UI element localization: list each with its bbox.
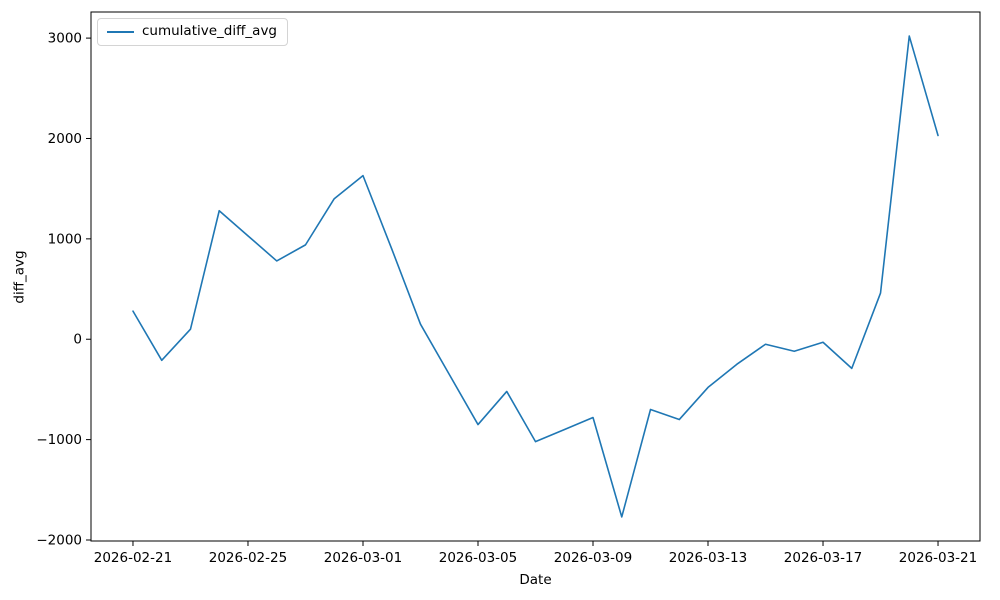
x-tick-label: 2026-03-21 bbox=[899, 550, 977, 566]
y-tick-label: 1000 bbox=[48, 231, 82, 247]
x-tick-label: 2026-03-17 bbox=[784, 550, 862, 566]
x-tick-label: 2026-03-13 bbox=[669, 550, 747, 566]
y-tick-label: 3000 bbox=[48, 31, 82, 47]
legend-label: cumulative_diff_avg bbox=[142, 23, 277, 39]
y-tick-label: 2000 bbox=[48, 131, 82, 147]
x-tick-label: 2026-02-25 bbox=[209, 550, 287, 566]
x-axis-label: Date bbox=[519, 572, 552, 588]
y-axis-label: diff_avg bbox=[11, 250, 28, 304]
x-tick-label: 2026-02-21 bbox=[94, 550, 172, 566]
y-tick-label: 0 bbox=[73, 332, 82, 348]
x-tick-label: 2026-03-05 bbox=[439, 550, 517, 566]
axes-spines bbox=[90, 11, 981, 542]
x-tick-label: 2026-03-01 bbox=[324, 550, 402, 566]
y-tick-label: −2000 bbox=[36, 532, 82, 548]
series-line-cumulative_diff_avg bbox=[132, 35, 939, 518]
legend[interactable]: cumulative_diff_avg bbox=[97, 18, 288, 46]
legend-line-swatch bbox=[107, 30, 134, 33]
y-tick-label: −1000 bbox=[36, 432, 82, 448]
x-tick-label: 2026-03-09 bbox=[554, 550, 632, 566]
